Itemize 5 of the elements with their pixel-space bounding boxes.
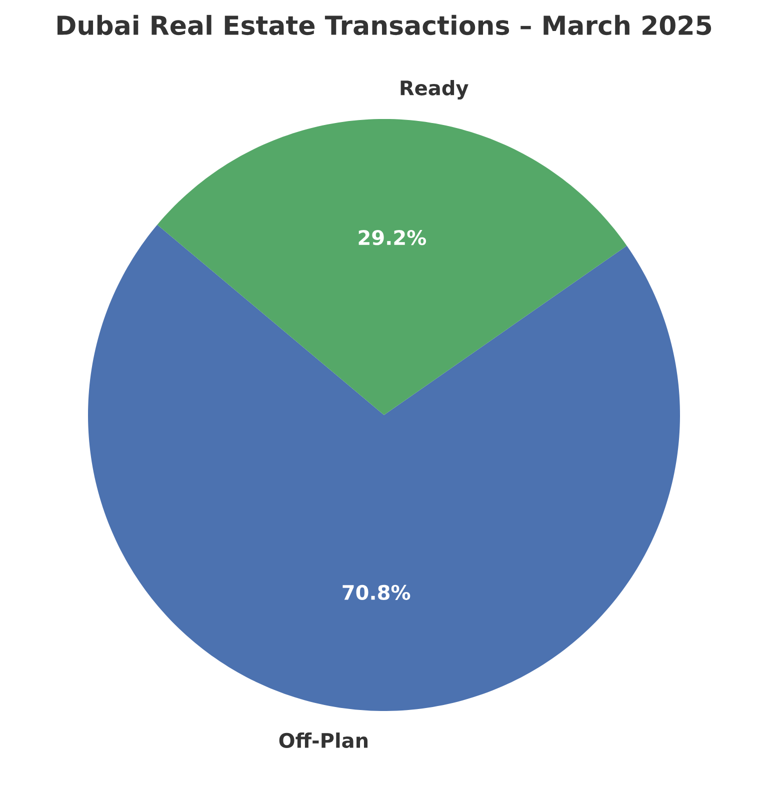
data-label: 70.8%	[342, 584, 410, 600]
chart-title: Dubai Real Estate Transactions – March 2025	[58, 14, 712, 36]
slice-label: Off-Plan	[279, 732, 368, 748]
slice-label: Ready	[400, 80, 468, 100]
data-label: 29.2%	[358, 230, 426, 246]
